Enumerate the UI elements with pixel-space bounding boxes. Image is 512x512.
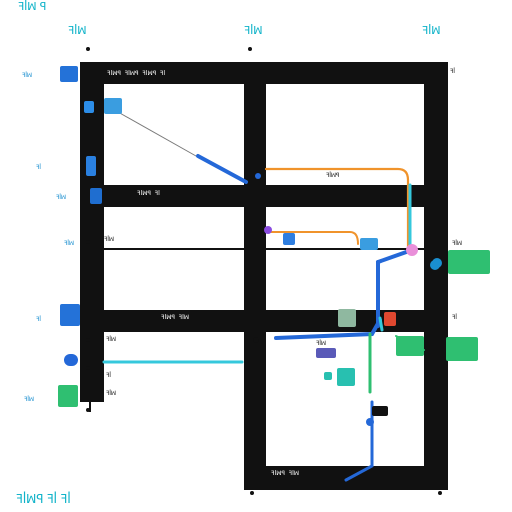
left-label-3: ꟻꟾꟽ: [56, 194, 66, 201]
orange-connector: [264, 167, 410, 250]
bar-bottom-label: ꟻꟾꟽꟼ ꟻꟾꟽ: [271, 470, 300, 477]
cyan-connector-small: [378, 316, 384, 332]
top-label-1: ꟻꟾꟽ ꟼ: [18, 0, 47, 13]
blue-block-4[interactable]: [90, 188, 102, 204]
bottom-label: ꟻꟾꟽꟼ ꟻꟾ ꟻꟾ: [16, 492, 71, 506]
green-panel-2[interactable]: [446, 337, 478, 361]
bar-mid-label: ꟻꟾꟽꟼ ꟻꟾ: [137, 190, 160, 197]
green-block-left[interactable]: [58, 385, 78, 407]
left-label-2: ꟻꟾ: [36, 164, 41, 171]
bar-top-label: ꟻꟾꟽꟼ ꟻꟾꟽꟼ ꟻꟾꟽꟼ ꟻꟾ: [107, 70, 166, 77]
inner-label-3: ꟻꟾ: [106, 372, 111, 379]
blue-block-3[interactable]: [86, 156, 96, 176]
grid-frame: [80, 62, 448, 490]
green-panel-3[interactable]: [396, 336, 424, 356]
grey-chip[interactable]: [338, 309, 356, 327]
blue-block-6[interactable]: [60, 304, 80, 326]
inner-label-4: ꟻꟾꟽ: [106, 390, 116, 397]
right-label-3: ꟻꟾ: [452, 314, 457, 321]
blue-block-1[interactable]: [60, 66, 78, 82]
right-label-2: ꟻꟾꟽ: [452, 240, 462, 247]
inner-label-1: ꟻꟾꟽꟼ: [326, 172, 340, 179]
violet-chip[interactable]: [316, 348, 336, 358]
bar-top: ꟻꟾꟽꟼ ꟻꟾꟽꟼ ꟻꟾꟽꟼ ꟻꟾ: [104, 70, 216, 78]
bar-lower: ꟻꟾꟽꟼ ꟻꟾꟽ: [158, 314, 224, 322]
left-label-1: ꟻꟾꟽ: [22, 72, 32, 79]
cyan-chip-small[interactable]: [324, 372, 332, 380]
blue-block-5[interactable]: [283, 233, 295, 245]
blue-dot-block[interactable]: [64, 354, 78, 366]
blue-diagonal-connector: [117, 111, 197, 157]
red-chip[interactable]: [384, 312, 396, 326]
blue-connector-lower: [274, 318, 382, 340]
blue-connector-upper: [196, 154, 248, 184]
blue-block-2[interactable]: [84, 101, 94, 113]
blue-pin-2[interactable]: [432, 258, 442, 268]
left-label-5: ꟻꟾ: [36, 316, 41, 323]
blue-chip-1[interactable]: [104, 98, 122, 114]
top-label-3: ꟻꟾꟽ: [244, 24, 263, 37]
orange-connector-2: [267, 231, 359, 245]
green-panel-1[interactable]: [448, 250, 490, 274]
left-label-7: ꟻꟾꟽ: [104, 236, 114, 243]
blue-chip-2[interactable]: [360, 238, 378, 250]
grid-thin-lines: [89, 248, 424, 412]
left-label-6: ꟻꟾꟽ: [24, 396, 34, 403]
top-label-4: ꟻꟾꟽ: [422, 24, 441, 37]
bar-bottom: ꟻꟾꟽꟼ ꟻꟾꟽ: [268, 470, 328, 478]
cyan-block[interactable]: [337, 368, 355, 386]
left-label-4: ꟻꟾꟽ: [64, 240, 74, 247]
bar-mid: ꟻꟾꟽꟼ ꟻꟾ: [134, 190, 188, 198]
inner-label-5: ꟻꟾꟽ: [316, 340, 326, 347]
black-chip-small[interactable]: [372, 406, 388, 416]
top-label-2: ꟻꟾꟽ: [68, 24, 87, 37]
right-label-1: ꟻꟾ: [450, 68, 455, 75]
bar-lower-label: ꟻꟾꟽꟼ ꟻꟾꟽ: [161, 314, 190, 321]
blue-connector-right: [376, 248, 414, 264]
blue-pin[interactable]: [366, 418, 374, 426]
inner-label-2: ꟻꟾꟽ: [106, 336, 116, 343]
